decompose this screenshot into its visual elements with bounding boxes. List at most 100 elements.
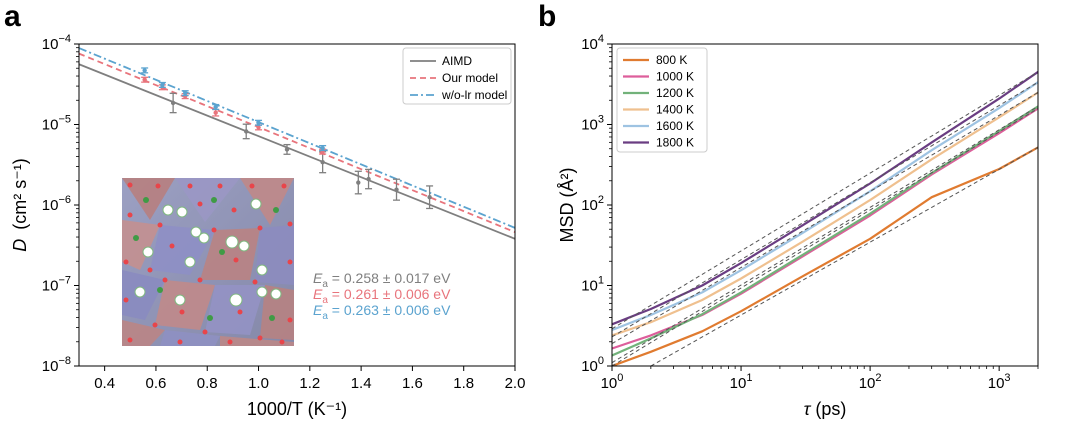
y-tick-label-exp: 3 <box>598 114 604 126</box>
x-tick-label-exp: 0 <box>617 372 623 384</box>
legend-label: AIMD <box>442 54 472 68</box>
panel-a-legend: AIMD Our model w/o-lr model <box>402 47 512 105</box>
y-tick-label: 103 <box>581 114 604 134</box>
fit-line <box>79 47 515 229</box>
legend-box <box>402 47 512 105</box>
data-point <box>256 125 261 130</box>
y-tick-label-exp: 4 <box>598 33 604 45</box>
legend-label: 1200 K <box>656 86 694 100</box>
value: = 0.261 ± 0.006 eV <box>328 286 451 302</box>
data-point <box>244 129 249 134</box>
subscript: a <box>322 279 328 290</box>
msd-curve <box>612 91 1038 337</box>
panel-b-legend: 800 K 1000 K 1200 K 1400 K 1600 K 1800 K <box>616 47 708 153</box>
y-tick-label-base: 10 <box>42 36 59 53</box>
linear-fit-line <box>612 81 1038 338</box>
value: = 0.263 ± 0.006 eV <box>328 302 451 318</box>
panel-b-ylabel: MSD (Å²) <box>557 168 577 243</box>
panel-a-ylabel-symbol: D <box>10 239 30 252</box>
y-tick-label: 10−7 <box>42 275 71 295</box>
y-tick-label: 104 <box>581 33 604 53</box>
activation-energy-label: Ea = 0.258 ± 0.017 eV <box>313 270 451 290</box>
msd-curve <box>612 81 1038 332</box>
data-point <box>213 110 218 115</box>
data-point <box>284 147 290 152</box>
y-tick-label-exp: 1 <box>598 275 604 287</box>
activation-energy-label: Ea = 0.261 ± 0.006 eV <box>313 286 451 306</box>
data-point <box>142 68 147 73</box>
data-point <box>160 82 165 88</box>
panel-a-xlabel: 1000/T (K⁻¹) <box>247 399 347 419</box>
y-tick-label: 10−8 <box>42 355 71 375</box>
legend-label: 800 K <box>656 53 687 67</box>
y-tick-label-base: 10 <box>581 117 598 134</box>
y-tick-label: 10−6 <box>42 194 71 214</box>
x-tick-label-base: 10 <box>988 375 1005 392</box>
x-tick-label: 101 <box>730 372 753 392</box>
legend-label: 1600 K <box>656 119 694 133</box>
data-point <box>427 194 432 200</box>
panel-b-xlabel: τ (ps) <box>804 399 847 419</box>
legend-label: 1000 K <box>656 70 694 84</box>
y-tick-label-exp: −7 <box>58 275 71 287</box>
data-point <box>213 104 218 110</box>
x-tick-label-exp: 2 <box>875 372 881 384</box>
legend-label: 1400 K <box>656 103 694 117</box>
y-tick-label-base: 10 <box>581 36 598 53</box>
y-tick-label-exp: −5 <box>58 114 71 126</box>
panel-b-xlabel-symbol: τ <box>804 399 812 419</box>
data-point <box>394 187 399 192</box>
linear-fit-line <box>612 108 1038 366</box>
legend-label: w/o-lr model <box>441 88 507 102</box>
data-point <box>256 120 261 125</box>
msd-curve <box>612 146 1038 366</box>
subscript: a <box>322 311 328 322</box>
linear-fit-line <box>612 92 1038 344</box>
panel-a: 0.4 0.6 0.8 1.0 1.2 1.4 1.6 1.8 2.010−410−510−61… <box>10 33 525 419</box>
y-tick-label-base: 10 <box>581 197 598 214</box>
y-tick-label-exp: −8 <box>58 355 71 367</box>
x-tick-label: 2.0 <box>505 375 526 392</box>
linear-fit-line <box>650 146 1038 366</box>
y-tick-label-base: 10 <box>581 358 598 375</box>
data-point <box>142 77 147 82</box>
y-tick-label-exp: −4 <box>58 33 71 45</box>
x-tick-label: 0.8 <box>197 375 218 392</box>
x-tick-label-exp: 3 <box>1004 372 1010 384</box>
panel-a-label: a <box>4 0 21 33</box>
legend-label: 1800 K <box>656 136 694 150</box>
data-point <box>320 160 325 165</box>
data-point <box>170 100 176 106</box>
y-tick-label-base: 10 <box>42 358 59 375</box>
y-tick-label-exp: 0 <box>598 355 604 367</box>
msd-curve <box>612 70 1038 326</box>
y-tick-label: 101 <box>581 275 604 295</box>
linear-fit-line <box>612 71 1038 330</box>
y-tick-label: 100 <box>581 355 604 375</box>
data-point <box>320 145 325 151</box>
data-point <box>356 180 361 185</box>
panel-a-ylabel-unit: (cm² s⁻¹) <box>10 158 30 229</box>
symbol: E <box>313 270 323 286</box>
x-tick-label: 100 <box>601 372 624 392</box>
y-tick-label-base: 10 <box>581 278 598 295</box>
y-tick-label: 102 <box>581 194 604 214</box>
x-tick-label: 1.0 <box>248 375 269 392</box>
symbol: E <box>313 286 323 302</box>
x-tick-label: 1.8 <box>453 375 474 392</box>
x-tick-label: 1.4 <box>351 375 372 392</box>
x-tick-label: 103 <box>988 372 1011 392</box>
x-tick-label: 0.4 <box>94 375 115 392</box>
crystal-structure-illustration <box>122 178 294 346</box>
x-tick-label-exp: 1 <box>746 372 752 384</box>
x-tick-label: 1.6 <box>402 375 423 392</box>
y-tick-label-exp: 2 <box>598 194 604 206</box>
y-tick-label: 10−5 <box>42 114 71 134</box>
y-tick-label: 10−4 <box>42 33 71 53</box>
msd-curve <box>612 105 1038 357</box>
x-tick-label: 1.2 <box>299 375 320 392</box>
value: = 0.258 ± 0.017 eV <box>328 270 451 286</box>
